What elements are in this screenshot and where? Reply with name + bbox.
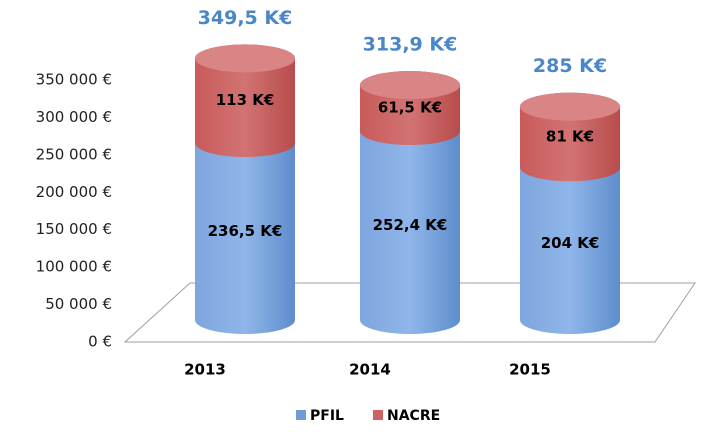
y-tick-label: 250 000 € [36,145,112,163]
legend-label: PFIL [310,408,344,424]
legend-label: NACRE [387,408,440,424]
value-label: 81 K€ [546,127,594,145]
value-label: 252,4 K€ [373,216,448,234]
total-label: 313,9 K€ [363,34,458,56]
cylinder-segment [520,153,620,334]
x-tick-label: 2015 [509,361,551,379]
x-tick-label: 2014 [349,361,391,379]
y-tick-label: 0 € [88,333,112,351]
y-tick-label: 150 000 € [36,220,112,238]
cylinder-top [360,71,460,100]
x-tick-label: 2013 [184,361,226,379]
floor [123,282,696,343]
cylinder-top [520,92,620,121]
value-label: 61,5 K€ [378,99,442,117]
y-tick-label: 100 000 € [36,258,112,276]
y-tick-label: 200 000 € [36,183,112,201]
total-label: 349,5 K€ [198,7,293,29]
y-tick-label: 50 000 € [45,295,112,313]
y-tick-label: 300 000 € [36,108,112,126]
legend-swatch [373,410,383,420]
total-label: 285 K€ [533,55,607,77]
legend-swatch [296,410,306,420]
value-label: 204 K€ [541,234,600,252]
value-label: 113 K€ [216,91,275,109]
y-tick-label: 350 000 € [36,71,112,89]
cylinder-segment [360,117,460,335]
cylinder-top [195,44,295,73]
value-label: 236,5 K€ [208,222,283,240]
cylinder-segment [195,128,295,334]
cylinder-segment [195,44,295,157]
